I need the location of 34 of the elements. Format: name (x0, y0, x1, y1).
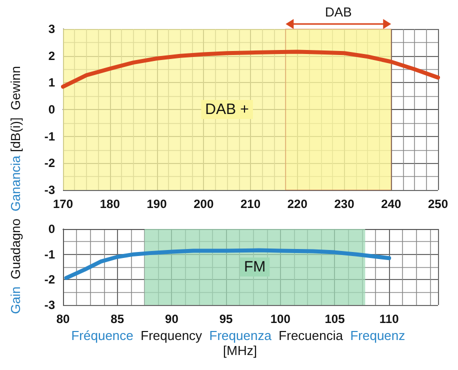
y-tick-label: -3 (44, 183, 56, 197)
x-tick-label: 200 (194, 197, 214, 211)
y-tick-label: 2 (48, 48, 56, 63)
line-series (64, 248, 392, 280)
x-tick-label: 170 (52, 197, 74, 211)
x-tick-label: 230 (334, 197, 355, 211)
y-tick-label: -2 (44, 272, 56, 287)
y-tick-label: -1 (44, 247, 56, 262)
band-label: DAB (325, 4, 352, 20)
x-tick-label: 240 (381, 197, 402, 211)
y-tick-label: -2 (44, 156, 56, 170)
y-tick-label: 3 (48, 22, 56, 36)
x-tick-label: 180 (100, 197, 120, 211)
y-tick-label: -3 (44, 298, 56, 312)
x-tick-label: 95 (219, 312, 234, 326)
y-axis-title: Gain Guadagno Ganancia [dB(i)] Gewinn (8, 66, 23, 314)
y-tick-label: 1 (48, 76, 56, 90)
x-tick-label: 110 (379, 312, 400, 326)
line-series (61, 50, 440, 89)
x-tick-label: 105 (324, 312, 346, 326)
x-tick-label: 90 (165, 312, 179, 326)
band-label: DAB + (205, 101, 250, 118)
y-tick-label: 0 (48, 222, 56, 236)
y-tick-label: -1 (44, 129, 56, 144)
x-tick-label: 80 (56, 312, 70, 326)
y-tick-label: 0 (48, 102, 56, 116)
text: Fréquence Frequency Frequenza Frecuencia Frequenz [MHz] (71, 328, 406, 358)
band-label: FM (244, 258, 266, 276)
x-tick-label: 190 (146, 197, 168, 211)
x-tick-label: 210 (240, 197, 261, 211)
x-tick-label: 85 (110, 312, 124, 326)
x-tick-label: 100 (270, 312, 291, 326)
x-tick-label: 250 (428, 197, 448, 211)
x-tick-label: 220 (287, 197, 308, 211)
